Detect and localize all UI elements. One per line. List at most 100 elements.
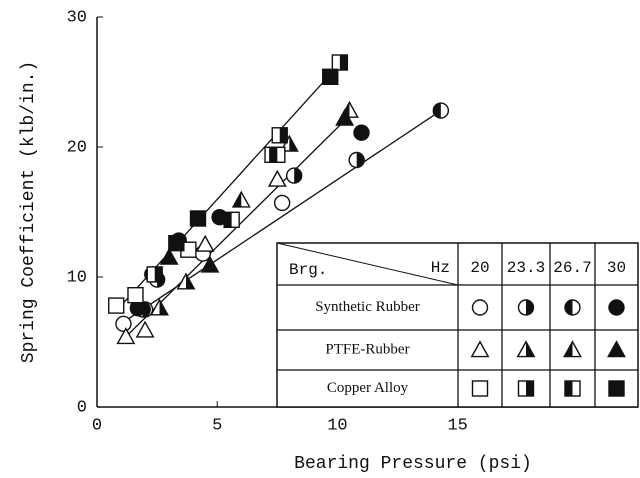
marker — [607, 340, 626, 358]
marker-half — [565, 300, 573, 315]
x-tick-label: 10 — [327, 416, 347, 435]
marker — [285, 167, 303, 184]
legend-frequency: 30 — [607, 259, 626, 277]
marker — [563, 340, 582, 358]
marker-half — [526, 381, 534, 396]
legend-diagonal — [276, 242, 459, 286]
marker — [471, 299, 489, 316]
marker — [608, 299, 625, 316]
marker — [517, 299, 535, 316]
x-tick-label: 0 — [92, 416, 102, 435]
marker — [517, 380, 535, 397]
marker — [159, 247, 179, 265]
marker — [471, 380, 489, 397]
marker-half — [185, 273, 195, 289]
marker — [223, 211, 240, 229]
marker — [335, 108, 355, 126]
marker-outline — [189, 210, 207, 227]
marker-outline — [267, 169, 287, 187]
marker — [108, 297, 125, 314]
marker-half — [526, 300, 534, 315]
marker — [176, 272, 196, 290]
marker-outline — [159, 247, 179, 265]
marker — [267, 169, 287, 187]
marker — [608, 380, 625, 397]
marker-half — [339, 55, 348, 70]
marker-half — [294, 168, 302, 184]
marker-outline — [108, 297, 125, 314]
marker-half — [564, 341, 573, 357]
x-tick-label: 5 — [212, 416, 222, 435]
marker — [331, 54, 349, 71]
marker — [168, 234, 185, 252]
legend-name: Synthetic Rubber — [315, 299, 420, 315]
marker — [135, 320, 155, 338]
marker — [115, 315, 132, 332]
legend-header: Hz — [431, 259, 450, 277]
marker — [127, 287, 144, 304]
y-axis-label: Spring Coefficient (klb/in.) — [19, 61, 39, 363]
legend-name: Copper Alloy — [327, 380, 409, 396]
y-tick-label: 20 — [67, 138, 87, 157]
marker — [516, 340, 536, 358]
marker-outline — [608, 380, 625, 397]
marker — [231, 190, 251, 208]
marker-half — [341, 102, 350, 118]
marker-outline — [168, 234, 185, 252]
marker-outline — [607, 340, 626, 358]
marker-half — [433, 103, 441, 119]
marker — [271, 127, 288, 144]
marker — [348, 151, 365, 169]
marker-outline — [471, 299, 489, 316]
marker-half — [154, 266, 163, 282]
marker — [432, 102, 450, 119]
marker-half — [279, 127, 288, 143]
marker — [322, 68, 339, 86]
marker-outline — [135, 320, 155, 338]
marker-outline — [273, 194, 291, 212]
marker-half — [224, 212, 232, 228]
marker-outline — [200, 255, 220, 273]
marker — [146, 266, 163, 283]
marker-outline — [127, 287, 144, 304]
marker-half — [289, 136, 298, 151]
x-axis-label: Bearing Pressure (psi) — [294, 454, 532, 474]
marker — [564, 380, 581, 397]
marker-outline — [116, 327, 136, 345]
marker-outline — [471, 380, 489, 397]
y-tick-label: 30 — [67, 8, 87, 27]
marker-outline — [470, 340, 490, 358]
marker-half — [269, 147, 278, 163]
y-tick-label: 0 — [77, 398, 87, 417]
marker — [195, 234, 215, 252]
marker — [189, 210, 207, 227]
marker — [150, 298, 169, 316]
marker-outline — [335, 108, 355, 126]
marker-half — [356, 152, 365, 168]
marker-half — [233, 192, 242, 207]
marker — [269, 146, 286, 164]
marker-half — [565, 381, 573, 396]
marker-outline — [115, 315, 132, 332]
legend-header: Brg. — [289, 261, 327, 279]
marker — [470, 340, 490, 358]
marker-half — [159, 299, 168, 315]
x-tick-label: 15 — [447, 416, 467, 435]
marker — [564, 299, 581, 316]
marker-outline — [608, 299, 625, 316]
marker — [273, 194, 291, 212]
legend-frequency: 20 — [470, 259, 489, 277]
fit-line — [120, 60, 343, 307]
legend-name: PTFE-Rubber — [325, 341, 409, 357]
marker-half — [526, 341, 535, 357]
marker — [353, 124, 370, 141]
y-tick-label: 10 — [67, 268, 87, 287]
marker-outline — [322, 68, 339, 86]
marker — [116, 327, 136, 345]
marker-outline — [353, 124, 370, 141]
marker — [200, 255, 220, 273]
legend-frequency: 26.7 — [553, 259, 591, 277]
legend-frequency: 23.3 — [507, 259, 545, 277]
marker-outline — [195, 234, 215, 252]
